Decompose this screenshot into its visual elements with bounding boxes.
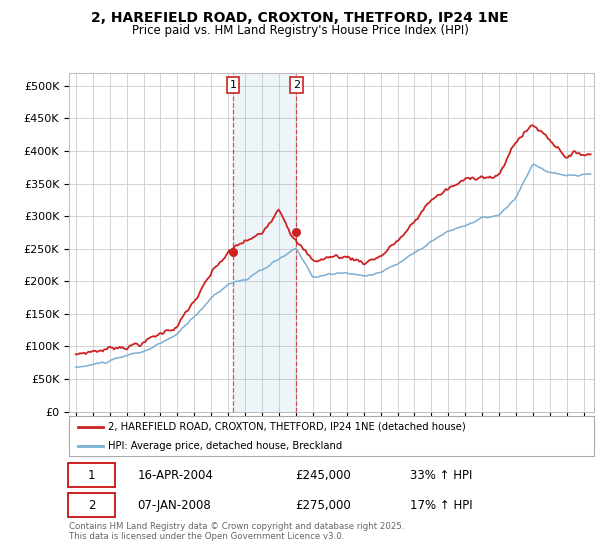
- Text: Contains HM Land Registry data © Crown copyright and database right 2025.
This d: Contains HM Land Registry data © Crown c…: [69, 522, 404, 542]
- Text: 2, HAREFIELD ROAD, CROXTON, THETFORD, IP24 1NE (detached house): 2, HAREFIELD ROAD, CROXTON, THETFORD, IP…: [109, 422, 466, 432]
- FancyBboxPatch shape: [68, 493, 115, 517]
- Bar: [233, 73, 296, 412]
- Text: £275,000: £275,000: [295, 498, 350, 512]
- Text: 2: 2: [88, 498, 95, 512]
- Text: 16-APR-2004: 16-APR-2004: [137, 469, 213, 482]
- Text: HPI: Average price, detached house, Breckland: HPI: Average price, detached house, Brec…: [109, 441, 343, 451]
- Text: 07-JAN-2008: 07-JAN-2008: [137, 498, 211, 512]
- Text: 33% ↑ HPI: 33% ↑ HPI: [410, 469, 473, 482]
- Text: Price paid vs. HM Land Registry's House Price Index (HPI): Price paid vs. HM Land Registry's House …: [131, 24, 469, 37]
- Text: 2, HAREFIELD ROAD, CROXTON, THETFORD, IP24 1NE: 2, HAREFIELD ROAD, CROXTON, THETFORD, IP…: [91, 11, 509, 25]
- Text: 1: 1: [230, 80, 236, 90]
- Text: £245,000: £245,000: [295, 469, 350, 482]
- FancyBboxPatch shape: [68, 463, 115, 487]
- Text: 17% ↑ HPI: 17% ↑ HPI: [410, 498, 473, 512]
- Text: 1: 1: [88, 469, 95, 482]
- Text: 2: 2: [293, 80, 300, 90]
